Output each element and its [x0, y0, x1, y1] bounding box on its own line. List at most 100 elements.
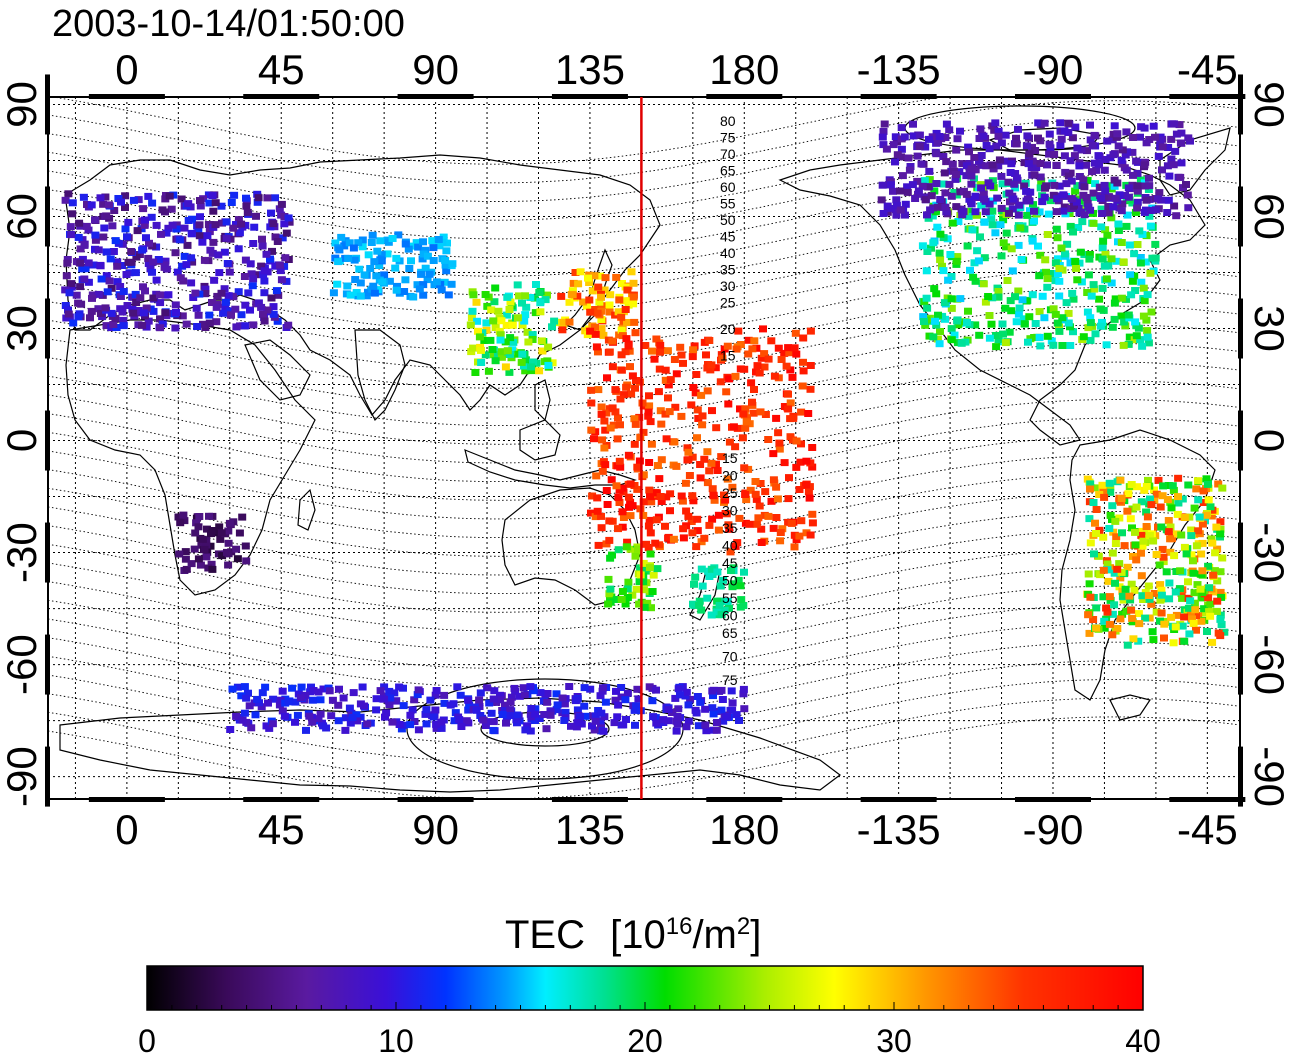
tec-cell — [121, 192, 130, 200]
tec-cell — [939, 180, 948, 188]
tec-cell — [1172, 212, 1181, 220]
tec-cell — [728, 483, 737, 491]
tec-cell — [1122, 607, 1131, 615]
tec-cell — [506, 334, 515, 342]
longitude-label-top: -90 — [1023, 46, 1084, 93]
tec-cell — [106, 255, 115, 263]
tec-cell — [335, 685, 343, 693]
tec-cell — [188, 258, 197, 266]
tec-cell — [1035, 308, 1044, 316]
tec-cell — [99, 233, 108, 241]
colorbar-tick-label: 40 — [1125, 1023, 1161, 1057]
tec-cell — [111, 237, 120, 245]
tec-cell — [75, 219, 84, 227]
tec-cell — [759, 325, 767, 333]
tec-cell — [553, 701, 562, 709]
tec-cell — [1147, 308, 1156, 316]
tec-cell — [1177, 139, 1186, 147]
longitude-label-top: -135 — [857, 46, 941, 93]
tec-cell — [1084, 570, 1093, 578]
tec-cell — [1111, 517, 1120, 525]
tec-cell — [390, 689, 399, 697]
tec-cell — [625, 297, 634, 305]
tec-cell — [518, 350, 527, 358]
tec-cell — [587, 426, 596, 434]
tec-cell — [528, 336, 537, 343]
tec-cell — [161, 195, 170, 203]
tec-cell — [486, 336, 495, 344]
tec-cell — [1094, 152, 1103, 160]
tec-cell — [144, 260, 153, 267]
tec-cell — [1095, 159, 1103, 167]
tec-cell — [172, 309, 180, 316]
tec-cell — [576, 268, 585, 276]
tec-cell — [474, 327, 482, 335]
tec-cell — [615, 486, 624, 494]
tec-cell — [1189, 619, 1198, 627]
tec-cell — [322, 724, 331, 732]
tec-cell — [496, 691, 504, 699]
tec-cell — [1150, 590, 1159, 597]
tec-cell — [1164, 517, 1173, 524]
tec-cell — [232, 712, 241, 720]
tec-cell — [688, 353, 697, 361]
tec-cell — [1106, 596, 1115, 604]
longitude-label-top: 90 — [412, 46, 459, 93]
tec-cell — [173, 268, 182, 276]
tec-cell — [1043, 231, 1052, 238]
tec-cell — [1070, 202, 1078, 210]
tec-cell — [221, 298, 230, 306]
tec-cell — [262, 250, 271, 258]
tec-cell — [629, 279, 638, 287]
tec-cell — [591, 717, 600, 725]
tec-cell — [1143, 327, 1152, 335]
tec-cell — [341, 237, 350, 245]
tec-cell — [501, 363, 510, 371]
tec-cell — [662, 493, 671, 501]
tec-cell — [1078, 218, 1087, 226]
tec-cell — [1014, 287, 1023, 295]
tec-cell — [634, 695, 643, 703]
tec-cell — [723, 475, 732, 483]
tec-cell — [385, 277, 394, 285]
tec-cell — [1138, 592, 1147, 600]
tec-cell — [331, 239, 340, 247]
tec-cell — [237, 220, 246, 228]
tec-cell — [691, 389, 700, 397]
tec-cell — [399, 702, 408, 710]
tec-cell — [727, 687, 736, 695]
tec-cell — [1097, 223, 1106, 231]
tec-cell — [790, 543, 799, 551]
tec-cell — [613, 435, 622, 443]
tec-cell — [733, 539, 742, 547]
tec-cell — [1188, 615, 1196, 623]
tec-cell — [546, 707, 555, 715]
latitude-label-left: -60 — [0, 634, 45, 695]
tec-cell — [520, 317, 529, 325]
tec-cell — [84, 226, 93, 234]
tec-cell — [731, 372, 740, 380]
frame-tick — [1169, 94, 1246, 99]
tec-cell — [1118, 529, 1126, 537]
tec-cell — [1137, 123, 1146, 131]
tec-cell — [1083, 199, 1092, 207]
tec-cell — [399, 721, 408, 729]
tec-cell — [189, 294, 198, 301]
tec-cell — [714, 511, 723, 519]
tec-cell — [1036, 173, 1045, 181]
tec-cell — [1117, 568, 1126, 576]
latitude-label-right: 30 — [1246, 305, 1292, 352]
tec-cell — [127, 258, 136, 266]
tec-cell — [450, 717, 459, 725]
tec-cell — [1034, 119, 1043, 127]
tec-cell — [692, 709, 701, 717]
tec-cell — [1090, 285, 1099, 293]
tec-cell — [975, 331, 984, 339]
tec-cell — [657, 456, 666, 464]
tec-cell — [930, 285, 939, 293]
tec-cell — [79, 193, 88, 201]
tec-cell — [707, 361, 716, 369]
tec-cell — [925, 167, 934, 175]
tec-cell — [614, 546, 623, 554]
tec-cell — [1129, 171, 1137, 179]
